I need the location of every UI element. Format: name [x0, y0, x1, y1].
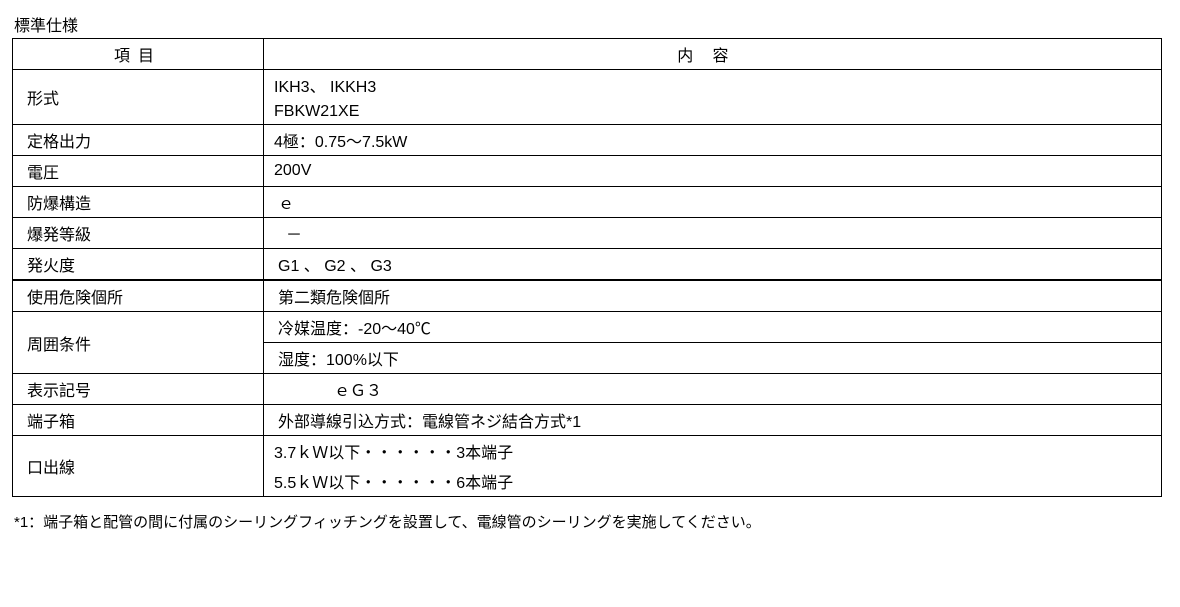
- table-row: 表示記号 ｅＧ３: [13, 374, 1162, 405]
- table-row: 爆発等級 －: [13, 218, 1162, 249]
- table-row: 周囲条件 冷媒温度：-20～40℃: [13, 312, 1162, 343]
- table-header-row: 項目 内容: [13, 39, 1162, 70]
- row-label-model: 形式: [13, 70, 264, 125]
- row-label-hazardous: 使用危険個所: [13, 280, 264, 312]
- spec-table: 項目 内容 形式 IKH3、 IKKH3 FBKW21XE 定格出力 4極：0.…: [12, 38, 1162, 497]
- table-row: 形式 IKH3、 IKKH3: [13, 70, 1162, 101]
- table-row: 電圧 200V: [13, 156, 1162, 187]
- table-row: 端子箱 外部導線引込方式：電線管ネジ結合方式*1: [13, 405, 1162, 436]
- table-row: 使用危険個所 第二類危険個所: [13, 280, 1162, 312]
- row-label-explosion-proof: 防爆構造: [13, 187, 264, 218]
- row-value-model-1: IKH3、 IKKH3: [264, 70, 1162, 101]
- table-row: 防爆構造 ｅ: [13, 187, 1162, 218]
- row-value-voltage: 200V: [264, 156, 1162, 187]
- row-label-rated-output: 定格出力: [13, 125, 264, 156]
- table-row: 口出線 3.7ｋＷ以下・・・・・・3本端子: [13, 436, 1162, 467]
- row-value-hazardous: 第二類危険個所: [264, 280, 1162, 312]
- row-label-ignition: 発火度: [13, 249, 264, 281]
- row-label-ambient: 周囲条件: [13, 312, 264, 374]
- row-value-terminal-box: 外部導線引込方式：電線管ネジ結合方式*1: [264, 405, 1162, 436]
- row-label-explosion-grade: 爆発等級: [13, 218, 264, 249]
- row-value-leads-1: 3.7ｋＷ以下・・・・・・3本端子: [264, 436, 1162, 467]
- row-value-leads-2: 5.5ｋＷ以下・・・・・・6本端子: [264, 466, 1162, 497]
- row-label-marking: 表示記号: [13, 374, 264, 405]
- header-content: 内容: [264, 39, 1162, 70]
- page-title: 標準仕様: [12, 12, 1168, 36]
- row-value-rated-output: 4極：0.75～7.5kW: [264, 125, 1162, 156]
- footnote: *1：端子箱と配管の間に付属のシーリングフィッチングを設置して、電線管のシーリン…: [12, 511, 1168, 532]
- row-value-ambient-1: 冷媒温度：-20～40℃: [264, 312, 1162, 343]
- row-value-ambient-2: 湿度：100%以下: [264, 343, 1162, 374]
- table-row: 定格出力 4極：0.75～7.5kW: [13, 125, 1162, 156]
- row-label-voltage: 電圧: [13, 156, 264, 187]
- header-item: 項目: [13, 39, 264, 70]
- row-value-explosion-grade: －: [264, 218, 1162, 249]
- row-value-ignition: G1 、 G2 、 G3: [264, 249, 1162, 281]
- row-label-terminal-box: 端子箱: [13, 405, 264, 436]
- row-value-marking: ｅＧ３: [264, 374, 1162, 405]
- table-row: 発火度 G1 、 G2 、 G3: [13, 249, 1162, 281]
- row-value-model-2: FBKW21XE: [264, 100, 1162, 125]
- row-label-leads: 口出線: [13, 436, 264, 497]
- row-value-explosion-proof: ｅ: [264, 187, 1162, 218]
